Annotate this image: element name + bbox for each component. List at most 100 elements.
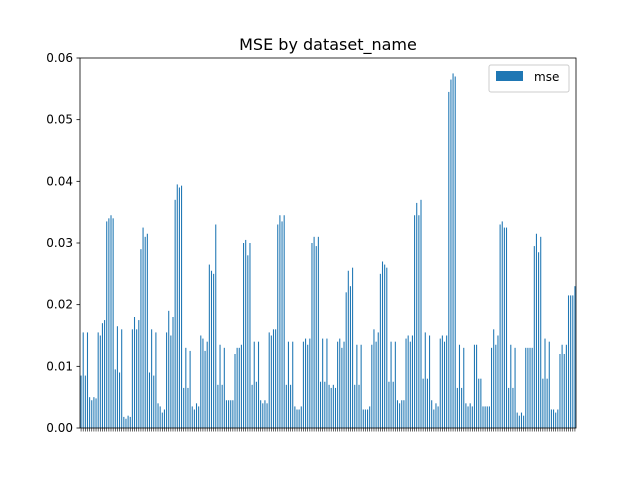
bar [123,416,125,428]
bar [381,261,384,428]
bar [476,344,478,428]
bar [221,384,223,428]
bar [439,338,441,428]
bar [189,350,191,428]
bar [223,347,225,428]
bar [249,243,251,428]
y-tick-label: 0.01 [46,359,73,373]
bar [86,332,89,428]
bar [399,403,401,428]
bar [317,236,319,428]
bar [362,409,364,428]
bar [553,409,555,428]
bar [422,378,424,428]
bar [499,224,501,428]
bar [330,387,332,428]
bar [411,335,413,428]
bar [146,233,148,428]
bar [142,227,144,428]
bar [341,347,343,428]
bar [401,400,403,428]
bar [106,221,108,428]
bar [300,406,302,428]
bar [283,215,285,428]
bar [433,409,435,428]
bar [253,341,255,428]
bar [559,354,561,428]
bar [104,320,106,428]
bar [429,335,431,428]
bar [484,406,486,428]
bar [435,403,437,428]
bar [114,369,116,428]
bar [326,338,328,428]
bar [313,236,315,428]
bar [354,384,356,428]
bar [531,347,533,428]
bar [424,332,426,428]
bar [292,341,294,428]
bar [315,246,317,428]
bar [420,199,422,428]
bar [418,215,420,428]
bar [140,249,142,428]
bar [540,236,542,428]
bar [236,347,238,428]
bar [245,239,247,428]
y-tick-label: 0.00 [46,421,73,435]
bar [208,264,210,428]
bar [121,329,123,428]
bar [343,341,345,428]
bar [210,270,213,428]
bar-series-mse [80,73,576,429]
bar [213,273,215,428]
bar [347,270,349,428]
bar [510,344,512,428]
bar [557,409,559,428]
bar [544,338,546,428]
bar [379,273,381,428]
chart-title: MSE by dataset_name [239,35,417,55]
bar [232,400,234,428]
bar [337,341,339,428]
bar [206,341,208,428]
bar [322,338,324,428]
bar [238,347,240,428]
bar [266,403,268,428]
bar [356,344,358,428]
bar [290,384,292,428]
bar [461,387,463,428]
bar [302,341,304,428]
bar [217,384,219,428]
bar [127,415,129,428]
bar [360,344,362,428]
bar [272,329,275,428]
bar [204,350,206,428]
bar [99,335,101,428]
bar [409,341,411,428]
bar [377,332,379,428]
bar [277,224,279,428]
bar [467,406,469,428]
bar [452,73,454,429]
bar [471,406,473,428]
bar [529,347,531,428]
bar [311,243,313,428]
bar [285,384,287,428]
bar [548,341,550,428]
bar [456,387,458,428]
bar [163,409,165,428]
plot-area-frame [79,57,577,429]
bar [257,341,260,428]
bar [345,292,347,428]
bar [369,406,371,428]
bar [91,400,93,428]
bar [392,381,394,428]
bar [148,372,151,428]
bar [516,412,518,428]
bar [495,344,497,428]
bar [535,233,537,428]
bar [133,317,136,428]
bar [243,243,245,428]
